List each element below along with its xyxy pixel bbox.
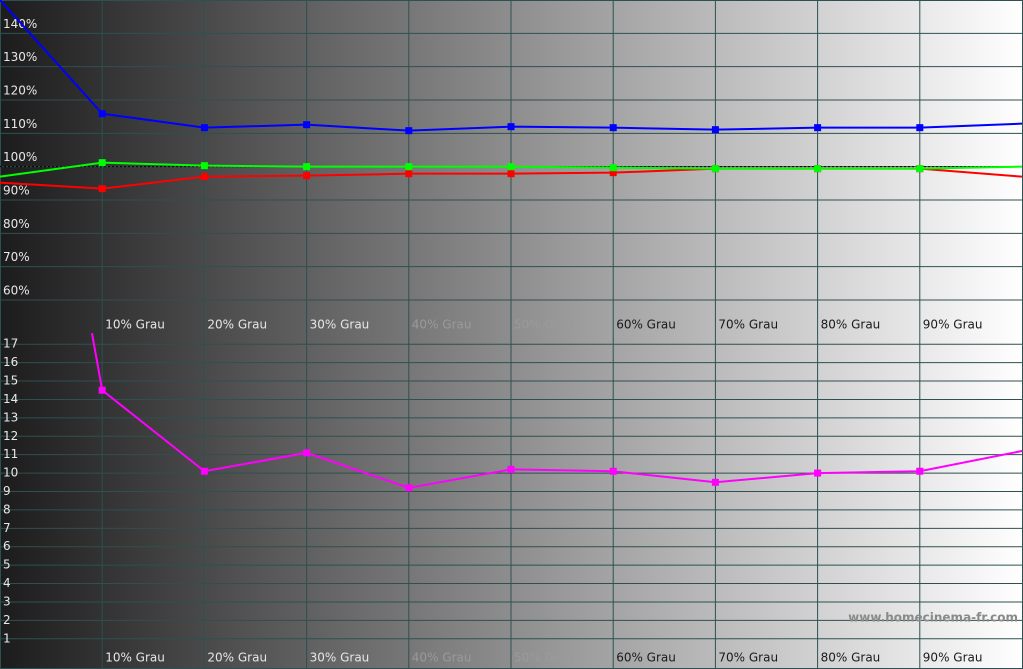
y-tick-label: 13 xyxy=(3,410,18,424)
data-point xyxy=(916,124,924,132)
data-point xyxy=(814,469,822,477)
y-tick-label: 2 xyxy=(3,613,11,627)
y-tick-label: 6 xyxy=(3,539,11,553)
x-tick-label: 40% Grau xyxy=(412,651,472,665)
y-tick-label: 8 xyxy=(3,502,11,516)
y-tick-label: 130% xyxy=(3,50,37,64)
x-tick-label: 10% Grau xyxy=(105,651,165,665)
x-tick-label: 70% Grau xyxy=(718,318,778,332)
data-point xyxy=(303,449,311,457)
x-tick-label: 90% Grau xyxy=(923,651,983,665)
data-point xyxy=(814,124,822,132)
y-tick-label: 17 xyxy=(3,337,18,351)
data-point xyxy=(405,127,413,135)
data-point xyxy=(507,170,515,178)
data-point xyxy=(405,170,413,178)
x-tick-label: 40% Grau xyxy=(412,318,472,332)
y-tick-label: 16 xyxy=(3,355,18,369)
watermark: www.homecinema-fr.com xyxy=(848,611,1018,625)
y-tick-label: 80% xyxy=(3,217,30,231)
y-tick-label: 15 xyxy=(3,374,18,388)
data-point xyxy=(405,163,413,171)
data-point xyxy=(711,126,719,134)
data-point xyxy=(916,165,924,173)
y-tick-label: 14 xyxy=(3,392,18,406)
y-tick-label: 11 xyxy=(3,447,18,461)
data-point xyxy=(200,162,208,170)
data-point xyxy=(507,163,515,171)
y-tick-label: 1 xyxy=(3,631,11,645)
y-tick-label: 7 xyxy=(3,521,11,535)
data-point xyxy=(303,163,311,171)
x-tick-label: 30% Grau xyxy=(310,651,370,665)
data-point xyxy=(507,123,515,131)
plot-area xyxy=(0,0,1023,193)
y-tick-label: 10 xyxy=(3,466,18,480)
x-tick-label: 50% Grau xyxy=(514,651,574,665)
data-point xyxy=(200,124,208,132)
x-tick-label: 30% Grau xyxy=(310,318,370,332)
x-tick-label: 60% Grau xyxy=(616,651,676,665)
y-tick-label: 120% xyxy=(3,84,37,98)
x-tick-label: 90% Grau xyxy=(923,318,983,332)
x-tick-label: 70% Grau xyxy=(718,651,778,665)
data-point xyxy=(609,124,617,132)
x-tick-label: 80% Grau xyxy=(821,318,881,332)
data-point xyxy=(200,173,208,181)
data-point xyxy=(200,467,208,475)
data-point xyxy=(405,484,413,492)
plot-area xyxy=(90,333,1023,492)
data-point xyxy=(98,386,106,394)
x-tick-label: 60% Grau xyxy=(616,318,676,332)
x-tick-label: 10% Grau xyxy=(105,318,165,332)
data-point xyxy=(303,121,311,129)
y-tick-label: 100% xyxy=(3,150,37,164)
data-point xyxy=(711,165,719,173)
y-tick-label: 3 xyxy=(3,594,11,608)
y-tick-label: 60% xyxy=(3,284,30,298)
data-point xyxy=(711,478,719,486)
x-tick-label: 80% Grau xyxy=(821,651,881,665)
data-point xyxy=(303,172,311,180)
y-tick-label: 5 xyxy=(3,558,11,572)
data-point xyxy=(609,164,617,172)
data-point xyxy=(609,467,617,475)
x-tick-label: 20% Grau xyxy=(207,651,267,665)
data-point xyxy=(98,159,106,167)
data-point xyxy=(814,165,822,173)
y-tick-label: 4 xyxy=(3,576,11,590)
data-point xyxy=(609,169,617,177)
data-point xyxy=(507,465,515,473)
y-tick-label: 12 xyxy=(3,429,18,443)
y-tick-label: 110% xyxy=(3,117,37,131)
x-tick-label: 20% Grau xyxy=(207,318,267,332)
data-point xyxy=(98,110,106,118)
y-tick-label: 70% xyxy=(3,250,30,264)
data-point xyxy=(916,467,924,475)
y-tick-label: 90% xyxy=(3,184,30,198)
data-point xyxy=(98,185,106,193)
y-tick-label: 9 xyxy=(3,484,11,498)
x-tick-label: 50% Grau xyxy=(514,318,574,332)
